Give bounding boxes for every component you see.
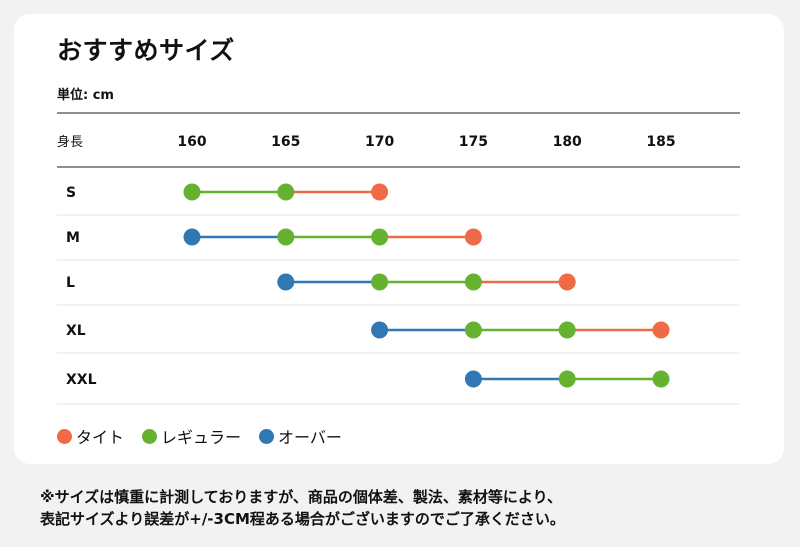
tick-label-165: 165 bbox=[271, 134, 300, 150]
dot-regular-165 bbox=[277, 228, 295, 246]
dot-regular-170 bbox=[371, 273, 389, 291]
dot-regular-180 bbox=[558, 321, 576, 339]
tick-label-170: 170 bbox=[365, 134, 394, 150]
tick-label-160: 160 bbox=[177, 134, 206, 150]
size-row-s: S bbox=[57, 183, 740, 216]
legend-label-tight: タイト bbox=[76, 428, 125, 447]
dot-tight-170 bbox=[371, 183, 389, 201]
size-row-xl: XL bbox=[57, 321, 740, 354]
x-axis-label: 身長 bbox=[57, 134, 83, 150]
legend-label-regular: レギュラー bbox=[161, 428, 242, 447]
dot-tight-180 bbox=[558, 273, 576, 291]
dot-tight-175 bbox=[464, 228, 482, 246]
size-label-s: S bbox=[66, 185, 76, 201]
size-row-xxl: XXL bbox=[57, 370, 740, 405]
dot-tight-185 bbox=[652, 321, 670, 339]
dot-over-165 bbox=[277, 273, 295, 291]
legend-swatch-regular bbox=[142, 428, 158, 444]
size-label-l: L bbox=[66, 275, 75, 291]
dot-over-160 bbox=[183, 228, 201, 246]
size-row-l: L bbox=[57, 273, 740, 306]
footnote-line-1: ※サイズは慎重に計測しておりますが、商品の個体差、製法、素材等により、 bbox=[40, 488, 563, 506]
tick-label-175: 175 bbox=[459, 134, 488, 150]
dot-regular-160 bbox=[183, 183, 201, 201]
legend-item-tight: タイト bbox=[57, 424, 124, 448]
footnote: ※サイズは慎重に計測しておりますが、商品の個体差、製法、素材等により、 表記サイ… bbox=[40, 486, 565, 530]
dot-regular-165 bbox=[277, 183, 295, 201]
legend-item-over: オーバー bbox=[259, 424, 342, 448]
dot-regular-175 bbox=[464, 321, 482, 339]
dot-regular-180 bbox=[558, 370, 576, 388]
dot-regular-175 bbox=[464, 273, 482, 291]
size-label-m: M bbox=[66, 230, 80, 246]
legend-label-over: オーバー bbox=[278, 428, 342, 447]
size-chart-card bbox=[14, 14, 784, 464]
size-row-m: M bbox=[57, 228, 740, 261]
dot-over-170 bbox=[371, 321, 389, 339]
footnote-line-2: 表記サイズより誤差が+/-3CM程ある場合がございますのでご了承ください。 bbox=[40, 510, 565, 528]
legend-swatch-over bbox=[259, 428, 275, 444]
size-label-xxl: XXL bbox=[66, 372, 97, 388]
tick-label-180: 180 bbox=[553, 134, 582, 150]
dot-regular-185 bbox=[652, 370, 670, 388]
dot-regular-170 bbox=[371, 228, 389, 246]
unit-label: 単位: cm bbox=[57, 88, 114, 103]
legend-item-regular: レギュラー bbox=[142, 424, 241, 448]
legend-swatch-tight bbox=[57, 428, 72, 444]
tick-label-185: 185 bbox=[646, 134, 675, 150]
legend: タイト レギュラー オーバー bbox=[57, 424, 360, 448]
dot-over-175 bbox=[464, 370, 482, 388]
chart-title: おすすめサイズ bbox=[57, 36, 235, 65]
size-label-xl: XL bbox=[66, 323, 86, 339]
